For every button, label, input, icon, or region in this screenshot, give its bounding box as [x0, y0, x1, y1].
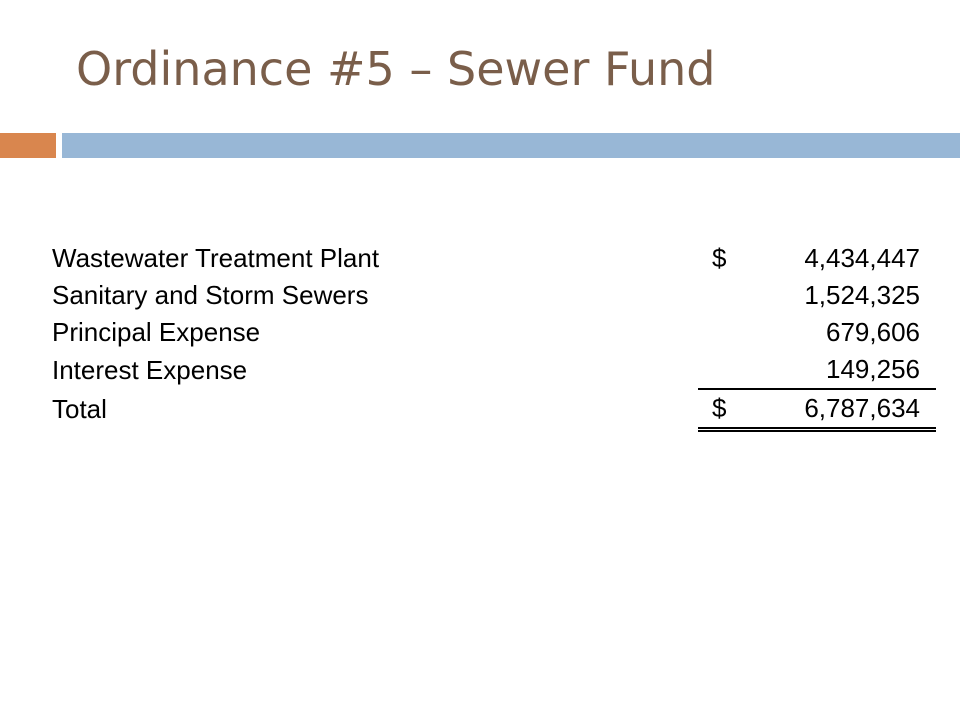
total-label: Total: [52, 393, 107, 424]
total-row: Total $ 6,787,634: [52, 388, 936, 432]
sewer-fund-budget-table: Wastewater Treatment Plant $ 4,434,447 S…: [52, 240, 936, 432]
currency-symbol: [698, 351, 752, 389]
line-item-label: Wastewater Treatment Plant: [52, 243, 380, 273]
line-item-label: Sanitary and Storm Sewers: [52, 280, 369, 310]
total-amount: 6,787,634: [752, 388, 936, 432]
table-row: Principal Expense 679,606: [52, 314, 936, 351]
table-row: Wastewater Treatment Plant $ 4,434,447: [52, 240, 936, 277]
line-item-label: Interest Expense: [52, 354, 248, 385]
currency-symbol: $: [712, 243, 727, 273]
line-item-amount: 679,606: [826, 317, 920, 347]
table-row: Interest Expense 149,256: [52, 351, 936, 389]
currency-symbol: [698, 314, 752, 351]
accent-bar-orange: [0, 133, 56, 158]
table-row: Sanitary and Storm Sewers 1,524,325: [52, 277, 936, 314]
currency-symbol: [698, 277, 752, 314]
line-item-amount: 4,434,447: [804, 243, 920, 273]
total-currency-symbol: $: [698, 388, 752, 432]
slide-title: Ordinance #5 – Sewer Fund: [76, 42, 716, 96]
line-item-amount: 149,256: [826, 354, 920, 384]
line-item-amount: 1,524,325: [804, 280, 920, 310]
accent-bar-blue: [62, 133, 960, 158]
line-item-label: Principal Expense: [52, 317, 261, 347]
